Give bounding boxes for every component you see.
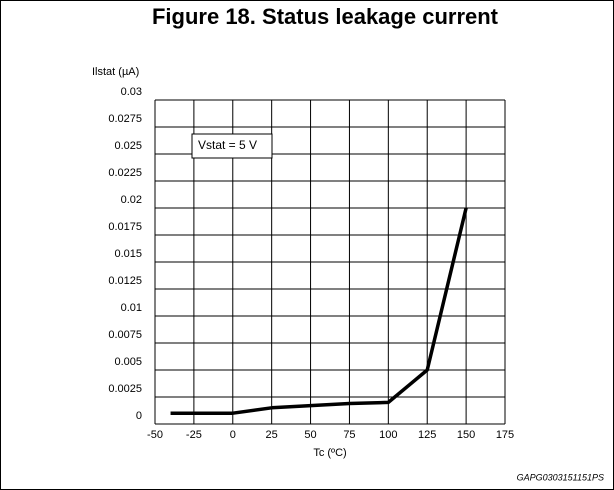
x-tick-label: 150	[457, 429, 475, 441]
y-tick-label: 0.0275	[108, 113, 142, 125]
y-tick-label: 0.025	[114, 140, 142, 152]
y-tick-label: 0.01	[121, 302, 142, 314]
y-tick-label: 0.015	[114, 248, 142, 260]
y-tick-label: 0	[136, 410, 142, 422]
x-tick-label: 25	[266, 429, 278, 441]
data-line	[170, 207, 468, 415]
x-tick-label: 75	[343, 429, 355, 441]
y-tick-label: 0.0225	[108, 167, 142, 179]
y-tick-label: 0.0125	[108, 275, 142, 287]
x-tick-label: -25	[186, 429, 202, 441]
footer: GAPG0303151151PS	[517, 472, 604, 482]
chart-title: Figure 18. Status leakage current	[152, 4, 499, 29]
x-tick-label: -50	[147, 429, 163, 441]
y-tick-label: 0.005	[114, 356, 142, 368]
x-tick-label: 175	[496, 429, 514, 441]
x-tick-label: 100	[379, 429, 397, 441]
y-axis-label: Ilstat (µA)	[92, 66, 139, 78]
x-tick-label: 0	[230, 429, 236, 441]
y-tick-label: 0.03	[121, 86, 142, 98]
y-tick-label: 0.0075	[108, 329, 142, 341]
x-tick-label: 50	[304, 429, 316, 441]
y-tick-label: 0.0025	[108, 383, 142, 395]
x-tick-label: 125	[418, 429, 436, 441]
y-tick-label: 0.0175	[108, 221, 142, 233]
annotation-box	[191, 133, 273, 159]
x-axis-label: Tc (ºC)	[313, 447, 346, 459]
y-tick-label: 0.02	[121, 194, 142, 206]
annotation: Vstat = 5 V	[198, 138, 257, 152]
